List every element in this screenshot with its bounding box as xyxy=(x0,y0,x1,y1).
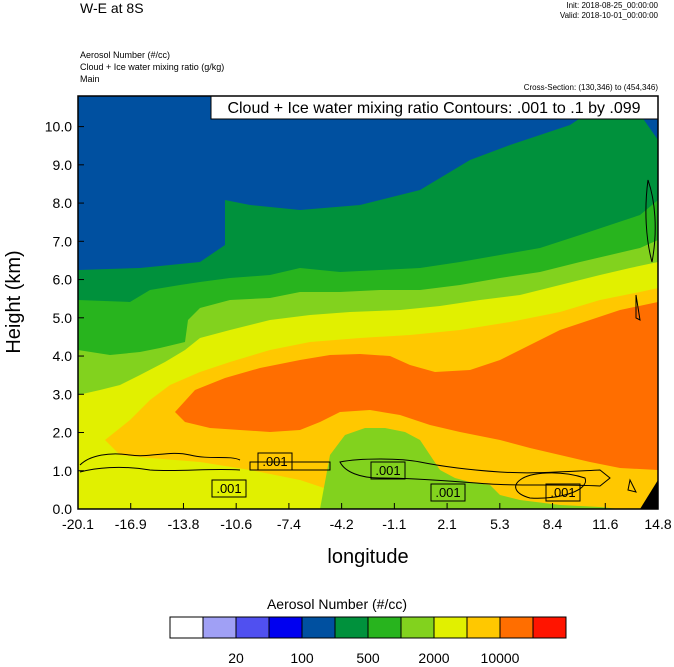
init-time: Init: 2018-08-25_00:00:00 xyxy=(566,1,658,10)
colorbar-label: 20 xyxy=(228,650,244,666)
y-tick-label: 2.0 xyxy=(53,425,73,441)
y-tick-label: 1.0 xyxy=(53,463,73,479)
chart-title: W-E at 8S xyxy=(80,0,144,16)
y-tick-label: 8.0 xyxy=(53,195,73,211)
contour-info-box: Cloud + Ice water mixing ratio Contours:… xyxy=(210,95,659,120)
y-tick-label: 4.0 xyxy=(53,348,73,364)
x-tick-label: 14.8 xyxy=(644,516,671,532)
colorbar-swatch xyxy=(400,616,435,639)
colorbar-label: 100 xyxy=(290,650,314,666)
x-axis: -20.1 -16.9 -13.8 -10.6 -7.4 -4.2 -1.1 2.1 5.3 8.… xyxy=(62,503,672,532)
field-region-orange xyxy=(175,302,658,470)
y-tick-label: 5.0 xyxy=(53,310,73,326)
colorbar-swatch xyxy=(169,616,204,639)
colorbar-swatch xyxy=(499,616,534,639)
x-tick-label: -20.1 xyxy=(62,516,94,532)
contour-label: .001 xyxy=(262,454,287,469)
colorbar xyxy=(169,616,567,639)
y-tick-label: 0.0 xyxy=(53,501,73,517)
colorbar-label: 500 xyxy=(356,650,380,666)
x-tick-label: -10.6 xyxy=(220,516,252,532)
x-tick-label: -4.2 xyxy=(330,516,354,532)
contour-label: .001 xyxy=(375,463,400,478)
cloud-contours xyxy=(79,179,656,499)
colorbar-swatch xyxy=(433,616,468,639)
aerosol-field xyxy=(78,96,658,509)
contour-info-text: Cloud + Ice water mixing ratio Contours:… xyxy=(227,100,640,117)
plot-frame xyxy=(77,95,659,510)
field-line-cloud: Cloud + Ice water mixing ratio (g/kg) xyxy=(80,62,225,72)
y-tick-label: 7.0 xyxy=(53,233,73,249)
y-tick-label: 10.0 xyxy=(45,119,72,135)
field-line-aerosol: Aerosol Number (#/cc) xyxy=(80,50,171,60)
valid-time: Valid: 2018-10-01_00:00:00 xyxy=(559,11,658,20)
colorbar-swatch xyxy=(202,616,237,639)
colorbar-label: 10000 xyxy=(480,650,520,666)
y-tick-label: 9.0 xyxy=(53,157,73,173)
y-tick-label: 6.0 xyxy=(53,272,73,288)
x-tick-label: 2.1 xyxy=(437,516,457,532)
x-axis-title: longitude xyxy=(327,546,408,568)
colorbar-title: Aerosol Number (#/cc) xyxy=(266,596,408,612)
colorbar-swatch xyxy=(235,616,270,639)
contour-labels: .001 .001 .001 .001 .001 xyxy=(211,452,581,502)
x-tick-label: -7.4 xyxy=(277,516,301,532)
field-line-main: Main xyxy=(80,74,100,84)
x-tick-label: -16.9 xyxy=(115,516,147,532)
y-axis: 0.0 1.0 2.0 3.0 4.0 5.0 6.0 7.0 8.0 9.0 10.0 xyxy=(45,119,84,517)
colorbar-swatch xyxy=(532,616,567,639)
x-tick-label: 8.4 xyxy=(543,516,563,532)
field-region-green-center xyxy=(320,428,620,509)
colorbar-swatch xyxy=(301,616,336,639)
cross-section-label: Cross-Section: (130,346) to (454,346) xyxy=(523,83,658,92)
x-tick-label: -13.8 xyxy=(167,516,199,532)
colorbar-swatch xyxy=(466,616,501,639)
colorbar-label: 2000 xyxy=(418,650,450,666)
x-tick-label: -1.1 xyxy=(382,516,406,532)
contour-label: .001 xyxy=(216,481,241,496)
colorbar-swatch xyxy=(367,616,402,639)
y-tick-label: 3.0 xyxy=(53,386,73,402)
colorbar-swatch xyxy=(334,616,369,639)
y-axis-title: Height (km) xyxy=(3,250,25,353)
colorbar-swatch xyxy=(268,616,303,639)
x-tick-label: 5.3 xyxy=(490,516,510,532)
x-tick-label: 11.6 xyxy=(592,516,618,532)
contour-label: .001 xyxy=(550,485,575,500)
terrain-corner xyxy=(640,480,658,509)
contour-label: .001 xyxy=(435,485,460,500)
